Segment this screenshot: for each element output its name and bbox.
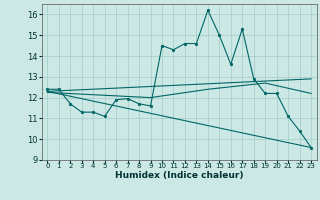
X-axis label: Humidex (Indice chaleur): Humidex (Indice chaleur) bbox=[115, 171, 244, 180]
